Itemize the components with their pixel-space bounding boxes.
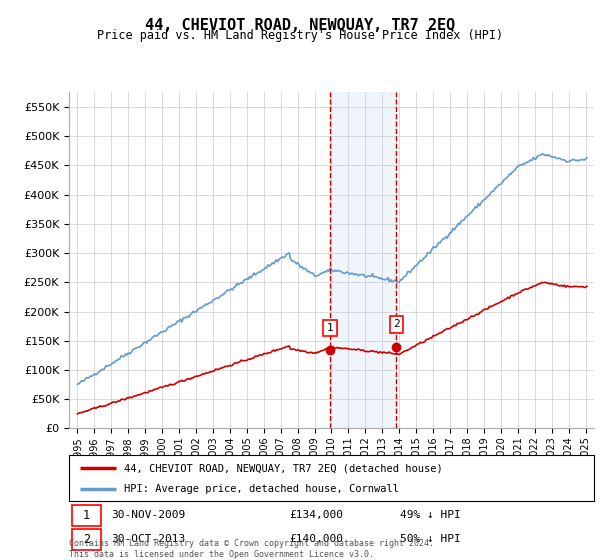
Text: £140,000: £140,000	[290, 534, 343, 544]
Text: 49% ↓ HPI: 49% ↓ HPI	[400, 510, 461, 520]
Text: 30-OCT-2013: 30-OCT-2013	[111, 534, 185, 544]
Text: Price paid vs. HM Land Registry's House Price Index (HPI): Price paid vs. HM Land Registry's House …	[97, 29, 503, 42]
Text: £134,000: £134,000	[290, 510, 343, 520]
Text: 44, CHEVIOT ROAD, NEWQUAY, TR7 2EQ (detached house): 44, CHEVIOT ROAD, NEWQUAY, TR7 2EQ (deta…	[124, 463, 443, 473]
Text: 50% ↓ HPI: 50% ↓ HPI	[400, 534, 461, 544]
Text: 1: 1	[327, 323, 334, 333]
Text: Contains HM Land Registry data © Crown copyright and database right 2024.
This d: Contains HM Land Registry data © Crown c…	[69, 539, 434, 559]
Text: 30-NOV-2009: 30-NOV-2009	[111, 510, 185, 520]
Text: HPI: Average price, detached house, Cornwall: HPI: Average price, detached house, Corn…	[124, 484, 399, 494]
Text: 2: 2	[393, 319, 400, 329]
Text: 44, CHEVIOT ROAD, NEWQUAY, TR7 2EQ: 44, CHEVIOT ROAD, NEWQUAY, TR7 2EQ	[145, 18, 455, 33]
Text: 2: 2	[83, 533, 90, 546]
Bar	[330, 92, 397, 428]
FancyBboxPatch shape	[71, 529, 101, 550]
FancyBboxPatch shape	[71, 505, 101, 526]
Text: 1: 1	[83, 509, 90, 522]
